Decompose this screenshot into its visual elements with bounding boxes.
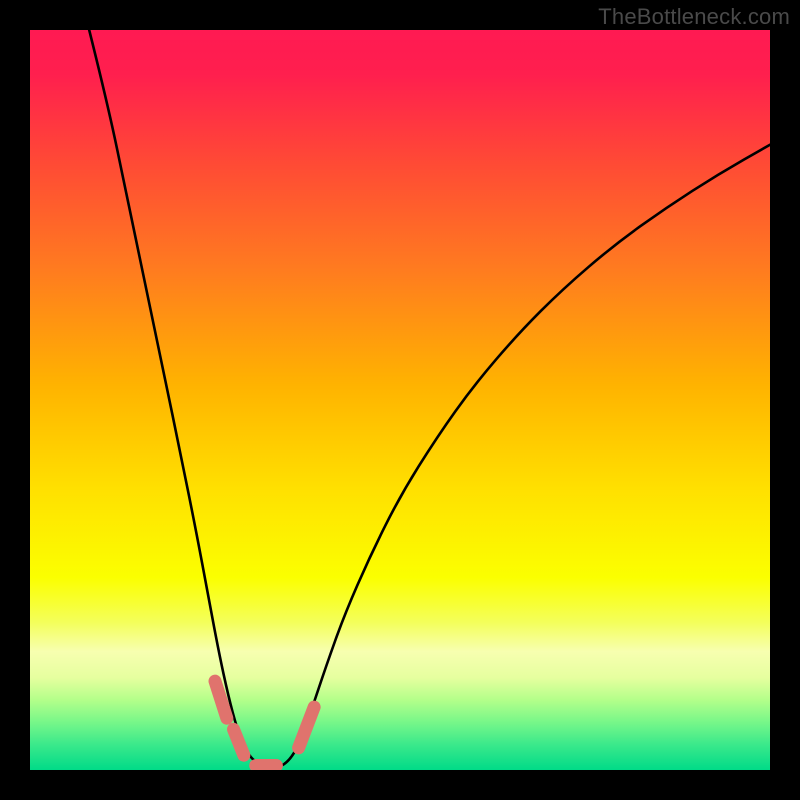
plot-area bbox=[30, 30, 770, 770]
bottleneck-curve-chart bbox=[0, 0, 800, 800]
watermark-text: TheBottleneck.com bbox=[598, 4, 790, 30]
chart-frame: TheBottleneck.com bbox=[0, 0, 800, 800]
gradient-background bbox=[30, 30, 770, 770]
